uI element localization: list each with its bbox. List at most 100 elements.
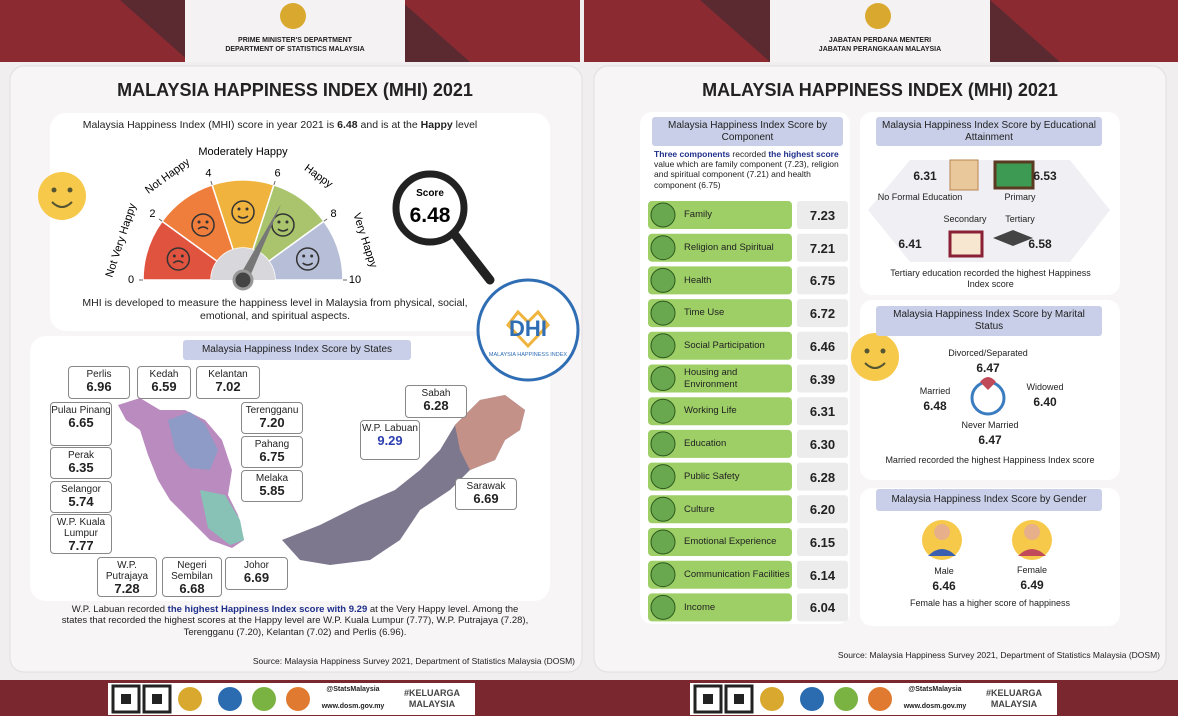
gauge-tick-label: 10	[349, 274, 361, 286]
education-heading: Malaysia Happiness Index Score by Educat…	[876, 117, 1102, 146]
state-box-label: Sarawak	[466, 481, 506, 492]
state-box-label: Perak	[67, 450, 95, 461]
intro-part: Happy	[420, 119, 453, 131]
state-box-value: 6.59	[151, 379, 177, 394]
component-value-box	[797, 528, 848, 556]
component-name: Culture	[684, 503, 715, 515]
component-pill	[648, 462, 792, 491]
marital-value: 6.40	[1033, 395, 1057, 409]
footer-web: www.dosm.gov.my	[903, 703, 967, 710]
state-box-value: 9.29	[377, 433, 403, 448]
gauge-tick-label: 6	[275, 167, 281, 179]
component-value-box	[797, 364, 848, 393]
state-box-value: 6.69	[473, 491, 499, 506]
marital-value: 6.48	[923, 399, 947, 413]
gender-label: Female	[1016, 565, 1047, 575]
marital-value: 6.47	[978, 433, 1002, 447]
education-value: 6.31	[913, 169, 937, 183]
component-value: 6.30	[809, 436, 836, 452]
state-box-label: W.P. Putrajaya	[105, 560, 149, 582]
component-name: Health	[684, 274, 712, 286]
component-icon	[650, 300, 676, 326]
face-eye	[237, 207, 241, 211]
component-pill	[648, 364, 792, 393]
components-note-part: value which are family component (7.23),…	[654, 159, 839, 190]
marital-label: Never Married	[961, 420, 1019, 430]
education-label: Primary	[1004, 192, 1036, 202]
education-value: 6.41	[898, 237, 922, 251]
component-pill	[648, 593, 792, 622]
state-box-value: 7.28	[114, 581, 140, 596]
education-label: Tertiary	[1005, 214, 1035, 224]
footer-social: @StatsMalaysia	[908, 686, 962, 693]
marital-note: Married recorded the highest Happiness I…	[885, 455, 1095, 465]
states-note: W.P. Labuan recorded the highest Happine…	[60, 604, 530, 638]
state-box: Pahang 6.75	[241, 436, 303, 468]
face-eye	[197, 220, 201, 224]
component-pill	[648, 397, 792, 426]
face-eye	[310, 254, 314, 258]
stripe	[400, 0, 580, 62]
state-box-value: 7.20	[259, 415, 285, 430]
marital-value: 6.47	[976, 361, 1000, 375]
component-value-box	[797, 560, 848, 589]
gender-label: Male	[934, 566, 954, 576]
state-box: Negeri Sembilan 6.68	[162, 557, 222, 597]
components-note-part: the highest score	[768, 149, 839, 159]
title: MALAYSIA HAPPINESS INDEX (MHI) 2021	[702, 80, 1058, 100]
description: MHI is developed to measure the happines…	[82, 297, 468, 322]
state-box: Kelantan 7.02	[196, 366, 260, 399]
face-mouth	[172, 260, 184, 264]
component-name: Family	[684, 209, 712, 221]
state-box: Melaka 5.85	[241, 470, 303, 502]
component-pill	[648, 266, 792, 295]
title: MALAYSIA HAPPINESS INDEX (MHI) 2021	[117, 80, 473, 100]
face-eye	[277, 220, 281, 224]
state-box-label: Selangor	[60, 484, 102, 495]
crest	[280, 3, 306, 29]
components-heading: Malaysia Happiness Index Score by Compon…	[652, 117, 843, 146]
face-eye	[180, 254, 184, 258]
intro-part: Malaysia Happiness Index (MHI) score in …	[82, 119, 338, 131]
magnifier-handle	[450, 230, 495, 285]
component-pill	[648, 560, 792, 589]
state-box: Perlis 6.96	[68, 366, 130, 399]
state-box-label: Perlis	[86, 369, 112, 380]
component-icon	[650, 333, 676, 359]
education-value: 6.58	[1028, 237, 1052, 251]
score-label: Score	[416, 188, 444, 199]
state-box-label: Kelantan	[208, 369, 248, 380]
education-label: Secondary	[943, 214, 987, 224]
component-value: 6.75	[809, 273, 836, 289]
component-value-box	[797, 299, 848, 328]
state-box-value: 6.96	[86, 379, 112, 394]
component-value: 7.23	[809, 208, 836, 223]
component-pill	[648, 233, 792, 262]
education-value: 6.53	[1033, 169, 1057, 183]
state-box-value: 6.68	[179, 581, 205, 596]
state-box-label: W.P. Labuan	[362, 423, 418, 434]
state-box: W.P. Kuala Lumpur 7.77	[50, 514, 112, 554]
gauge-tick	[323, 218, 328, 222]
component-pill	[648, 528, 792, 556]
face-mouth	[277, 228, 289, 232]
component-icon	[650, 202, 676, 228]
footer-social: @StatsMalaysia	[326, 686, 380, 693]
crest	[865, 3, 891, 29]
state-box-label: Johor	[243, 560, 269, 571]
score-value: 6.48	[410, 204, 451, 227]
component-value-box	[797, 495, 848, 524]
state-box-value: 5.74	[68, 494, 94, 509]
component-name: Time Use	[684, 307, 725, 319]
component-icon	[650, 562, 676, 588]
component-name: Income	[684, 601, 716, 613]
state-box-label: Kedah	[149, 369, 179, 380]
magnifier	[392, 170, 468, 246]
states-note-part: W.P. Labuan recorded	[71, 604, 168, 615]
state-box-value: 6.35	[68, 460, 94, 475]
header-line: JABATAN PERDANA MENTERI	[828, 37, 932, 44]
state-box-label: Terengganu	[245, 405, 299, 416]
component-value-box	[797, 429, 848, 458]
gauge-hub	[211, 248, 275, 280]
component-icon	[650, 594, 676, 620]
